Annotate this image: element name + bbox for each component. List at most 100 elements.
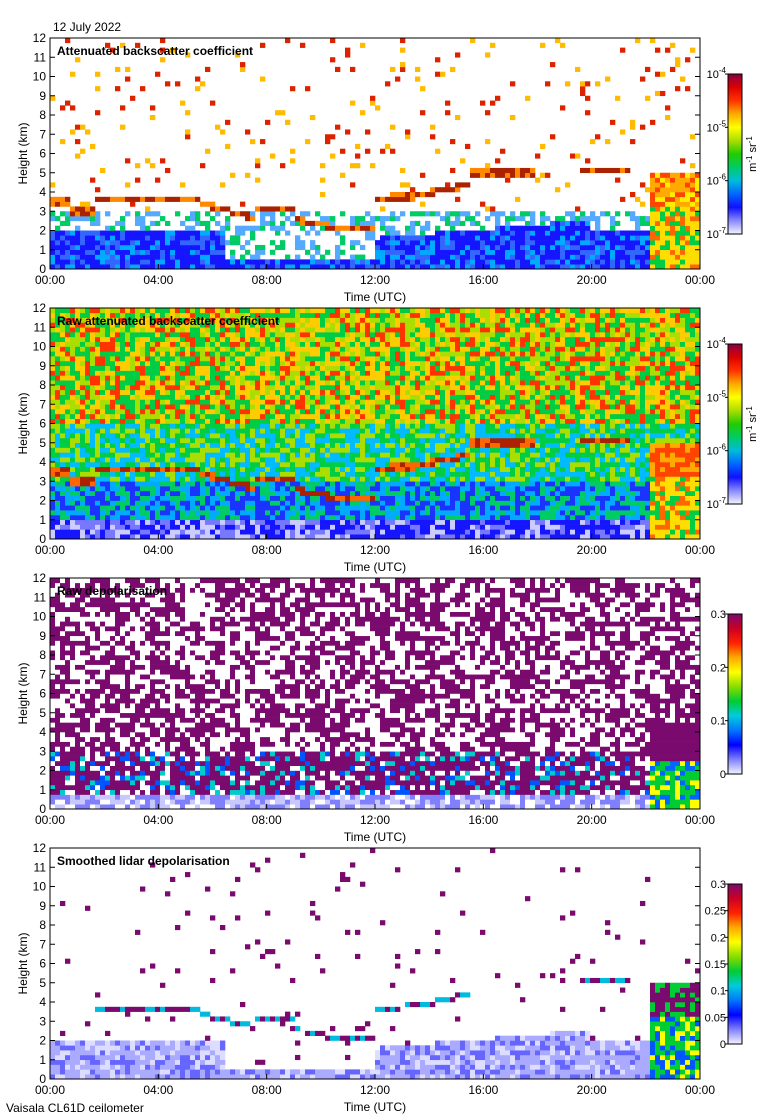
y-tick-label: 5 bbox=[39, 976, 46, 990]
panel-title: Smoothed lidar depolarisation bbox=[57, 854, 230, 868]
y-tick-label: 8 bbox=[39, 918, 46, 932]
x-tick-label: 00:00 bbox=[685, 543, 715, 557]
y-tick-label: 2 bbox=[39, 494, 46, 508]
x-tick-label: 16:00 bbox=[468, 273, 498, 287]
y-tick-label: 11 bbox=[34, 590, 47, 604]
y-tick-label: 10 bbox=[33, 340, 47, 354]
y-tick-label: 5 bbox=[39, 166, 46, 180]
y-tick-label: 3 bbox=[39, 744, 46, 758]
y-tick-label: 12 bbox=[33, 301, 47, 315]
y-tick-label: 6 bbox=[39, 147, 46, 161]
y-tick-label: 6 bbox=[39, 417, 46, 431]
y-tick-label: 8 bbox=[39, 378, 46, 392]
y-tick-label: 4 bbox=[39, 725, 46, 739]
panel-1: Attenuated backscatter coefficient012345… bbox=[16, 31, 759, 304]
y-tick-label: 0 bbox=[39, 802, 46, 816]
instrument-label: Vaisala CL61D ceilometer bbox=[6, 1101, 144, 1115]
heatmap-cells bbox=[50, 38, 701, 270]
y-tick-label: 2 bbox=[39, 764, 46, 778]
y-tick-label: 10 bbox=[33, 70, 47, 84]
colorbar-tick-label: 0.3 bbox=[711, 879, 726, 891]
colorbar-unit: m-1 sr-1 bbox=[745, 406, 759, 442]
colorbar-tick-label: 10-4 bbox=[707, 66, 727, 81]
y-tick-label: 7 bbox=[39, 127, 46, 141]
y-tick-label: 9 bbox=[39, 629, 46, 643]
y-tick-label: 10 bbox=[33, 610, 47, 624]
y-tick-label: 4 bbox=[39, 455, 46, 469]
y-tick-label: 5 bbox=[39, 706, 46, 720]
colorbar-tick-label: 10-7 bbox=[707, 496, 727, 511]
x-tick-label: 04:00 bbox=[143, 1083, 173, 1097]
colorbar: 10-4 10-5 10-6 10-7 m-1 sr-1 bbox=[707, 336, 759, 511]
x-tick-label: 12:00 bbox=[360, 1083, 390, 1097]
colorbar-tick-label: 0.15 bbox=[705, 959, 726, 971]
colorbar-tick-label: 0.05 bbox=[705, 1012, 726, 1024]
x-tick-label: 20:00 bbox=[577, 543, 607, 557]
y-tick-label: 8 bbox=[39, 108, 46, 122]
colorbar-tick-label: 0.2 bbox=[711, 662, 726, 674]
x-tick-label: 08:00 bbox=[252, 1083, 282, 1097]
x-tick-label: 20:00 bbox=[577, 1083, 607, 1097]
x-tick-label: 12:00 bbox=[360, 543, 390, 557]
x-tick-label: 16:00 bbox=[468, 543, 498, 557]
y-tick-label: 1 bbox=[39, 783, 46, 797]
y-tick-label: 4 bbox=[39, 185, 46, 199]
colorbar: 0.3 0.2 0.1 0 bbox=[711, 609, 743, 781]
y-tick-label: 6 bbox=[39, 957, 46, 971]
y-tick-label: 9 bbox=[39, 89, 46, 103]
y-tick-label: 1 bbox=[39, 243, 46, 257]
colorbar-tick-label: 10-6 bbox=[707, 173, 727, 188]
date-label: 12 July 2022 bbox=[53, 20, 122, 34]
x-tick-label: 04:00 bbox=[143, 813, 173, 827]
y-tick-label: 4 bbox=[39, 995, 46, 1009]
colorbar-tick-label: 0.25 bbox=[705, 906, 726, 918]
x-axis-label: Time (UTC) bbox=[344, 560, 406, 574]
y-tick-label: 0 bbox=[39, 262, 46, 276]
colorbar-tick-label: 10-6 bbox=[707, 443, 727, 458]
y-tick-label: 7 bbox=[39, 937, 46, 951]
x-tick-label: 16:00 bbox=[468, 813, 498, 827]
colorbar-tick-label: 0.1 bbox=[711, 716, 726, 728]
x-tick-label: 12:00 bbox=[360, 813, 390, 827]
y-tick-label: 2 bbox=[39, 1034, 46, 1048]
y-tick-label: 12 bbox=[33, 31, 47, 45]
y-tick-label: 9 bbox=[39, 359, 46, 373]
y-axis-label: Height (km) bbox=[16, 122, 30, 184]
x-tick-label: 00:00 bbox=[35, 543, 65, 557]
y-tick-label: 0 bbox=[39, 532, 46, 546]
colorbar: 0.3 0.25 0.2 0.15 0.1 0.05 0 bbox=[705, 879, 743, 1051]
x-tick-label: 08:00 bbox=[252, 273, 282, 287]
colorbar-tick-label: 10-4 bbox=[707, 336, 727, 351]
y-tick-label: 10 bbox=[33, 880, 47, 894]
x-tick-label: 04:00 bbox=[143, 273, 173, 287]
x-tick-label: 08:00 bbox=[252, 543, 282, 557]
x-tick-label: 08:00 bbox=[252, 813, 282, 827]
colorbar-tick-label: 0.1 bbox=[711, 986, 726, 998]
y-tick-label: 12 bbox=[33, 571, 47, 585]
x-tick-label: 00:00 bbox=[35, 1083, 65, 1097]
y-tick-label: 1 bbox=[39, 513, 46, 527]
x-axis-label: Time (UTC) bbox=[344, 830, 406, 844]
panel-2: Raw attenuated backscatter coefficient 0 1… bbox=[16, 301, 759, 574]
heatmap-cells bbox=[50, 578, 701, 810]
y-axis-label: Height (km) bbox=[16, 392, 30, 454]
y-tick-label: 11 bbox=[34, 50, 47, 64]
x-tick-label: 00:00 bbox=[35, 813, 65, 827]
y-tick-label: 1 bbox=[39, 1053, 46, 1067]
y-tick-label: 7 bbox=[39, 667, 46, 681]
x-tick-label: 00:00 bbox=[685, 273, 715, 287]
y-tick-label: 3 bbox=[39, 474, 46, 488]
x-axis-label: Time (UTC) bbox=[344, 1100, 406, 1114]
x-axis-label: Time (UTC) bbox=[344, 290, 406, 304]
colorbar-tick-label: 0 bbox=[720, 769, 726, 781]
colorbar-scale bbox=[727, 73, 743, 235]
colorbar-scale bbox=[727, 613, 743, 775]
y-tick-label: 7 bbox=[39, 397, 46, 411]
x-tick-label: 00:00 bbox=[35, 273, 65, 287]
colorbar-scale bbox=[727, 343, 743, 505]
x-tick-label: 00:00 bbox=[685, 813, 715, 827]
x-tick-label: 12:00 bbox=[360, 273, 390, 287]
colorbar-unit: m-1 sr-1 bbox=[745, 136, 759, 172]
heatmap-cells bbox=[50, 308, 701, 540]
x-tick-label: 16:00 bbox=[468, 1083, 498, 1097]
